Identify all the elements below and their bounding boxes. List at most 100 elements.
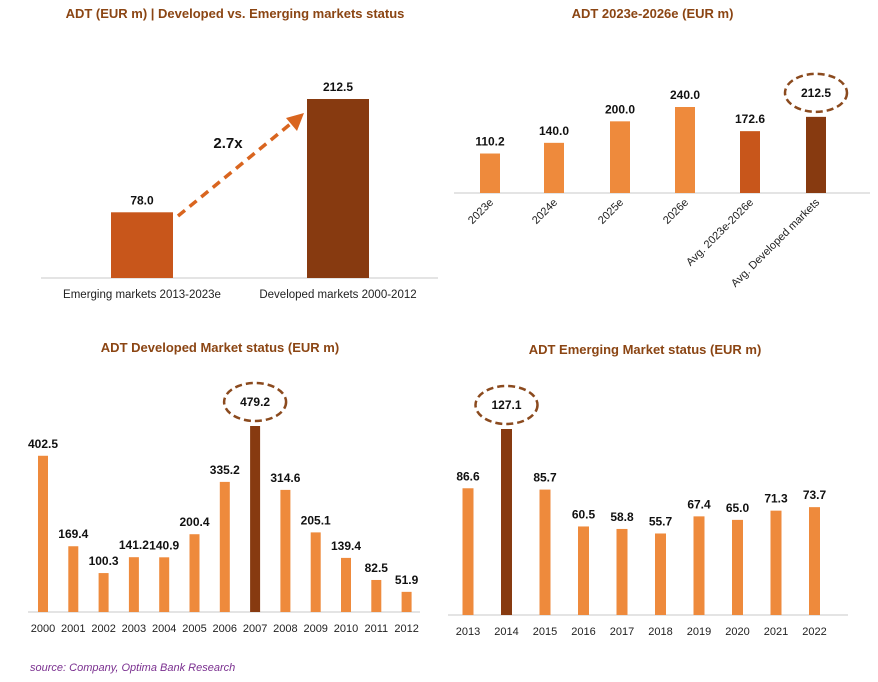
data-label: 67.4 xyxy=(687,497,711,511)
bar-2010 xyxy=(341,557,351,612)
bar-2016 xyxy=(578,526,589,615)
data-label: 100.3 xyxy=(89,554,119,568)
tick-label: 2019 xyxy=(687,626,711,638)
data-label: 78.0 xyxy=(130,193,154,207)
data-label: 127.1 xyxy=(491,398,521,412)
data-label: 240.0 xyxy=(670,88,700,102)
bar-2021 xyxy=(770,510,782,615)
bar-2018 xyxy=(655,533,666,615)
data-label: 212.5 xyxy=(323,80,353,94)
data-label: 86.6 xyxy=(456,469,480,483)
tick-label: 2010 xyxy=(334,623,358,635)
data-label: 110.2 xyxy=(475,135,505,149)
bar-2024e xyxy=(544,142,564,193)
data-label: 55.7 xyxy=(649,514,673,528)
tick-label: 2025e xyxy=(596,197,626,227)
tick-label: 2026e xyxy=(661,197,691,227)
bar-2004 xyxy=(159,557,170,612)
bar-2001 xyxy=(68,546,79,612)
highlight-circle xyxy=(783,72,849,114)
data-label: 65.0 xyxy=(726,501,750,515)
data-label: 73.7 xyxy=(803,488,827,502)
data-label: 82.5 xyxy=(365,561,389,575)
tick-label: 2009 xyxy=(303,623,327,635)
bar-2014 xyxy=(501,429,512,615)
tick-label: 2001 xyxy=(61,623,85,635)
tick-label: 2012 xyxy=(394,623,418,635)
highlight-circle xyxy=(474,384,539,426)
chart2-title: ADT 2023e-2026e (EUR m) xyxy=(571,6,734,21)
bar-2015 xyxy=(539,489,551,615)
chart2-2023e-2026e: 110.2 2023e 140.0 2024e 200.0 2025e 240.0 2026e… xyxy=(454,72,870,290)
tick-label: 2013 xyxy=(456,626,480,638)
tick-label: 2017 xyxy=(610,626,634,638)
bar-2011 xyxy=(371,579,382,612)
bar-emerging-markets-2013-2023e xyxy=(111,212,173,278)
bar-developed-markets-2000-2012 xyxy=(307,99,369,278)
tick-label: Emerging markets 2013-2023e xyxy=(63,289,221,301)
tick-label: 2023e xyxy=(466,197,496,227)
chart3-title: ADT Developed Market status (EUR m) xyxy=(100,340,340,355)
data-label: 479.2 xyxy=(240,395,270,409)
data-label: 200.0 xyxy=(605,102,635,116)
source-note: source: Company, Optima Bank Research xyxy=(30,662,236,674)
bar-2012 xyxy=(401,591,412,612)
bar-2017 xyxy=(616,528,628,615)
bar-2005 xyxy=(189,534,200,612)
bar-2022 xyxy=(809,507,820,615)
bar-2006 xyxy=(219,481,230,612)
data-label: 314.6 xyxy=(270,471,300,485)
growth-arrow-line xyxy=(176,119,296,218)
bar-2008 xyxy=(280,489,291,612)
tick-label: 2016 xyxy=(571,626,595,638)
tick-label: Developed markets 2000-2012 xyxy=(259,289,416,301)
data-label: 60.5 xyxy=(572,507,596,521)
bar-2013 xyxy=(462,488,474,615)
tick-label: 2020 xyxy=(725,626,749,638)
bar-2000 xyxy=(38,455,48,612)
bar-2003 xyxy=(128,557,139,612)
data-label: 51.9 xyxy=(395,573,419,587)
data-label: 85.7 xyxy=(533,471,557,485)
tick-label: 2007 xyxy=(243,623,267,635)
data-label: 71.3 xyxy=(764,492,788,506)
tick-label: 2000 xyxy=(31,623,55,635)
tick-label: 2008 xyxy=(273,623,297,635)
data-label: 205.1 xyxy=(301,513,331,527)
tick-label: 2021 xyxy=(764,626,788,638)
data-label: 200.4 xyxy=(179,515,209,529)
data-label: 212.5 xyxy=(801,86,831,100)
bar-2007 xyxy=(250,426,261,612)
data-label: 140.0 xyxy=(539,124,569,138)
bar-avg-2023e-2026e xyxy=(740,131,760,193)
tick-label: 2005 xyxy=(182,623,206,635)
data-label: 402.5 xyxy=(28,437,58,451)
tick-label: 2004 xyxy=(152,623,176,635)
bar-avg-developed-markets xyxy=(806,116,826,193)
tick-label: 2003 xyxy=(122,623,146,635)
data-label: 140.9 xyxy=(149,538,179,552)
tick-label: 2011 xyxy=(364,623,388,635)
tick-label: 2015 xyxy=(533,626,557,638)
tick-label: 2002 xyxy=(91,623,115,635)
tick-label: 2022 xyxy=(802,626,826,638)
data-label: 139.4 xyxy=(331,539,361,553)
tick-label: 2018 xyxy=(648,626,672,638)
data-label: 58.8 xyxy=(610,510,634,524)
bar-2009 xyxy=(310,532,321,612)
data-label: 335.2 xyxy=(210,463,240,477)
tick-label: 2024e xyxy=(530,197,560,227)
data-label: 172.6 xyxy=(735,112,765,126)
bar-2019 xyxy=(693,516,705,615)
chart4-title: ADT Emerging Market status (EUR m) xyxy=(528,342,762,357)
data-label: 169.4 xyxy=(58,527,88,541)
highlight-circle xyxy=(222,381,288,423)
growth-multiple-label: 2.7x xyxy=(213,135,243,152)
bar-2020 xyxy=(732,519,743,615)
chart4-emerging-market: 86.6 2013 127.1 2014 85.7 2015 60.5 2016 58.8 201… xyxy=(448,384,848,638)
chart3-developed-market: 402.5 2000 169.4 2001 100.3 2002 141.2 2003 140.… xyxy=(28,381,420,635)
bar-2002 xyxy=(98,573,109,612)
growth-arrow-head xyxy=(286,113,304,131)
bar-2026e xyxy=(675,107,695,193)
data-label: 141.2 xyxy=(119,538,149,552)
